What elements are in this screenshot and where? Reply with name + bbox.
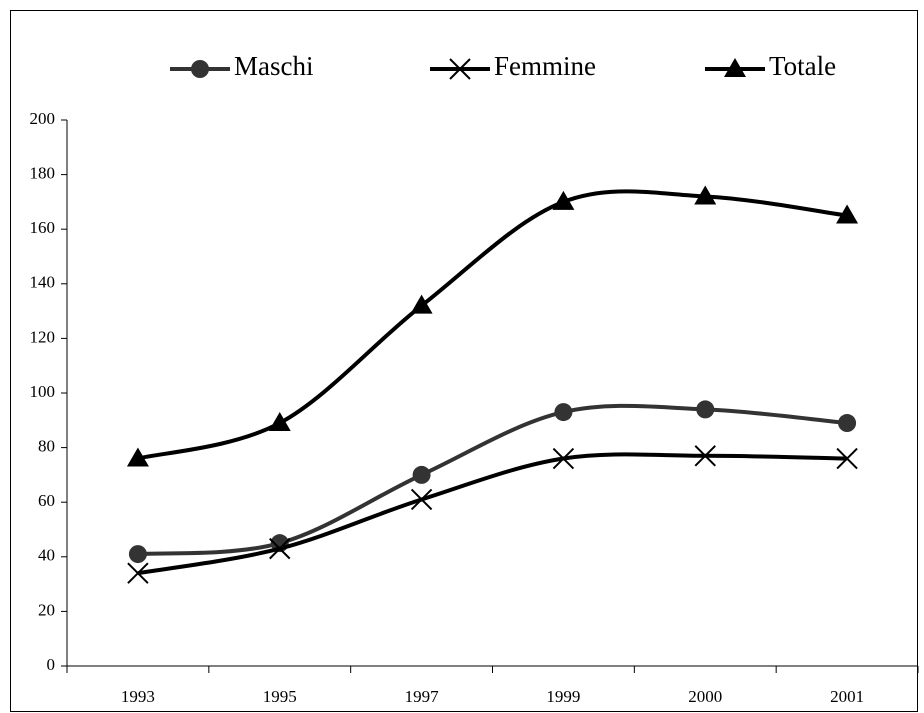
y-tick-label: 100 xyxy=(30,382,56,401)
legend-label: Totale xyxy=(769,51,836,81)
point-marker xyxy=(410,488,433,511)
point-marker xyxy=(836,204,859,224)
x-tick-label: 1993 xyxy=(121,687,155,706)
x-tick-label: 1995 xyxy=(263,687,297,706)
y-tick-label: 20 xyxy=(38,600,55,619)
x-tick-label: 2001 xyxy=(830,687,864,706)
point-marker xyxy=(410,294,433,314)
y-tick-label: 0 xyxy=(47,655,56,674)
point-marker xyxy=(836,447,858,470)
point-marker xyxy=(552,447,575,470)
point-marker xyxy=(552,190,575,210)
y-tick-label: 60 xyxy=(38,491,55,510)
y-tick-label: 140 xyxy=(30,273,56,292)
point-marker xyxy=(128,545,147,564)
point-marker xyxy=(269,537,291,560)
point-marker xyxy=(554,403,573,422)
y-tick-label: 180 xyxy=(30,164,56,183)
point-marker xyxy=(694,445,716,467)
x-tick-label: 2000 xyxy=(688,687,722,706)
y-tick-label: 80 xyxy=(38,437,55,456)
legend-marker xyxy=(449,58,471,80)
y-tick-label: 200 xyxy=(30,109,56,128)
point-marker xyxy=(696,400,715,419)
legend-label: Femmine xyxy=(494,51,596,81)
series-line xyxy=(137,403,848,557)
legend-marker xyxy=(191,60,209,78)
x-tick-label: 1997 xyxy=(405,687,440,706)
point-marker xyxy=(127,562,149,584)
chart-border xyxy=(10,10,918,712)
point-marker xyxy=(838,414,857,433)
point-marker xyxy=(412,465,431,484)
series-line xyxy=(137,452,848,576)
point-marker xyxy=(268,412,291,432)
y-tick-label: 40 xyxy=(38,546,55,565)
legend-label: Maschi xyxy=(234,51,313,81)
point-marker xyxy=(126,447,149,467)
point-marker xyxy=(694,185,717,205)
legend-marker xyxy=(724,58,746,77)
y-tick-label: 160 xyxy=(30,218,56,237)
y-tick-label: 120 xyxy=(30,327,56,346)
x-tick-label: 1999 xyxy=(546,687,580,706)
